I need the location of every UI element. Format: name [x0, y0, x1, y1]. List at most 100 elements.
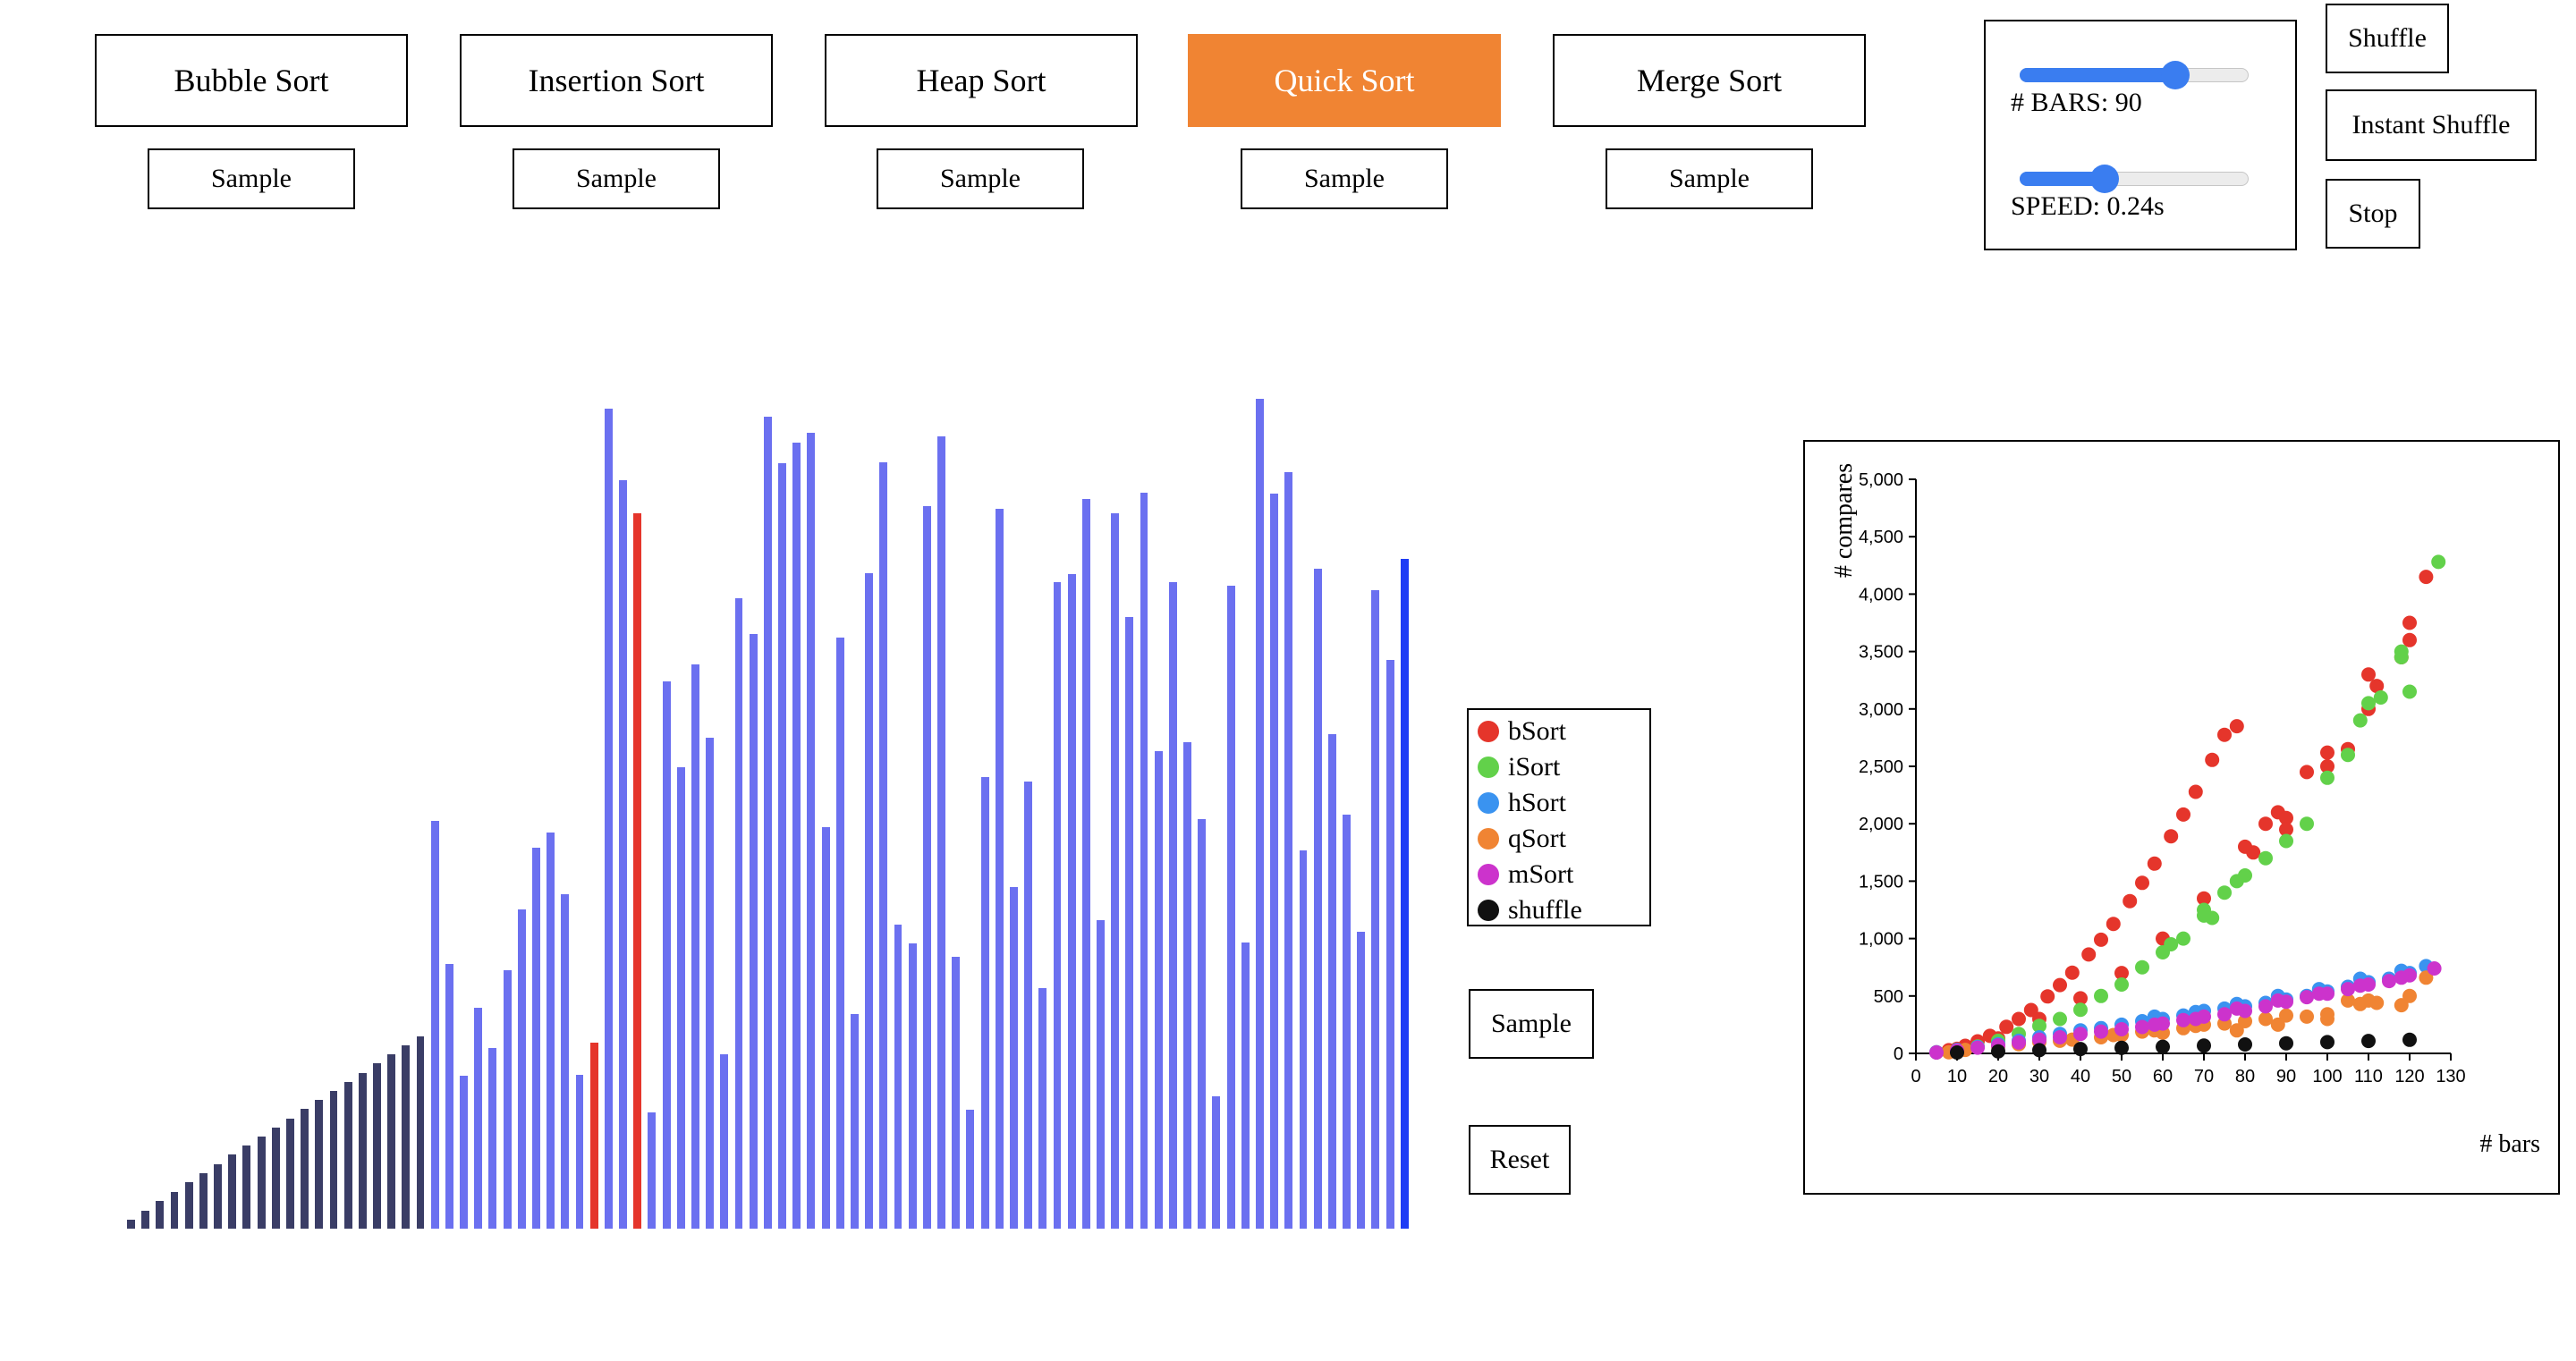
bar [1038, 987, 1047, 1229]
sample-button-all[interactable]: Sample [1469, 989, 1594, 1059]
x-axis-title: # bars [2479, 1130, 2540, 1158]
bar [156, 1201, 165, 1229]
bar [416, 1036, 425, 1229]
legend: bSort iSort hSort qSort mSort shuffle [1467, 708, 1651, 926]
sample-button-heap[interactable]: Sample [877, 148, 1084, 209]
bar [1226, 585, 1235, 1229]
point-qsort [2402, 988, 2417, 1003]
x-tick-label: 10 [1947, 1067, 1967, 1086]
bar [749, 633, 758, 1229]
bar [1154, 751, 1163, 1229]
point-bsort [2012, 1011, 2026, 1027]
bar [691, 664, 699, 1229]
y-tick-label: 500 [1874, 987, 1903, 1007]
point-isort [2114, 977, 2129, 992]
bar [402, 1044, 411, 1229]
x-tick-label: 50 [2112, 1067, 2131, 1086]
point-shuffle [2279, 1036, 2293, 1051]
legend-dot [1478, 792, 1499, 814]
point-bsort [2229, 719, 2244, 734]
point-qsort [2258, 1011, 2273, 1027]
point-isort [2361, 696, 2376, 711]
bars-label: # BARS: 90 [2011, 88, 2142, 117]
bar [1270, 493, 1279, 1229]
bars-slider-thumb[interactable] [2161, 61, 2190, 89]
speed-slider-thumb[interactable] [2089, 165, 2119, 193]
point-msort [2053, 1030, 2067, 1044]
point-bsort [2114, 966, 2129, 981]
bar [763, 416, 772, 1229]
sample-button-merge[interactable]: Sample [1606, 148, 1813, 209]
point-msort [2094, 1024, 2108, 1039]
algo-button-quick[interactable]: Quick Sort [1188, 34, 1501, 127]
bar [865, 572, 874, 1229]
bar [734, 597, 743, 1229]
bar [430, 821, 439, 1229]
bars-slider[interactable] [2020, 61, 2249, 89]
point-bsort [2279, 810, 2293, 825]
algo-button-merge[interactable]: Merge Sort [1553, 34, 1866, 127]
stop-button[interactable]: Stop [2326, 179, 2420, 249]
bar [1299, 850, 1308, 1229]
legend-label: mSort [1508, 859, 1574, 889]
point-msort [2217, 1007, 2232, 1022]
bar [199, 1172, 208, 1229]
sample-button-quick[interactable]: Sample [1241, 148, 1448, 209]
y-tick-label: 1,500 [1859, 872, 1903, 892]
algo-button-bubble[interactable]: Bubble Sort [95, 34, 408, 127]
point-msort [2270, 993, 2285, 1008]
point-qsort [2270, 1017, 2285, 1032]
bar [966, 1110, 975, 1229]
legend-item-bsort: bSort [1478, 714, 1649, 749]
bar [1111, 513, 1120, 1229]
point-isort [2279, 833, 2293, 849]
point-isort [2394, 644, 2409, 659]
point-bsort [2217, 727, 2232, 742]
legend-item-isort: iSort [1478, 749, 1649, 785]
reset-button[interactable]: Reset [1469, 1125, 1571, 1195]
sample-button-insertion[interactable]: Sample [513, 148, 720, 209]
point-msort [2188, 1011, 2203, 1027]
point-msort [2229, 1001, 2244, 1016]
sample-button-bubble[interactable]: Sample [148, 148, 355, 209]
bar [1343, 814, 1351, 1229]
shuffle-button[interactable]: Shuffle [2326, 4, 2449, 73]
instant-shuffle-button[interactable]: Instant Shuffle [2326, 89, 2537, 161]
point-bsort [2176, 807, 2190, 822]
x-tick-label: 20 [1988, 1067, 2008, 1086]
bar [358, 1072, 367, 1229]
bar [343, 1081, 352, 1229]
algo-button-insertion[interactable]: Insertion Sort [460, 34, 773, 127]
bars-visualization [127, 393, 1415, 1229]
point-isort [2258, 850, 2273, 866]
x-tick-label: 60 [2153, 1067, 2173, 1086]
algo-button-heap[interactable]: Heap Sort [825, 34, 1138, 127]
bar [1097, 919, 1105, 1229]
bar [1313, 569, 1322, 1229]
y-tick-label: 5,000 [1859, 470, 1903, 490]
x-tick-label: 120 [2394, 1067, 2424, 1086]
bar [1024, 781, 1033, 1229]
point-bsort [2064, 965, 2080, 980]
speed-slider[interactable] [2020, 165, 2249, 193]
bar [503, 970, 512, 1229]
point-msort [2341, 982, 2355, 997]
bar [1081, 499, 1090, 1229]
point-bsort [2073, 991, 2088, 1006]
bar [1168, 582, 1177, 1229]
bar [127, 1219, 135, 1229]
point-bsort [2197, 891, 2211, 906]
bar [1284, 471, 1293, 1229]
point-msort [1970, 1040, 1985, 1055]
point-bsort [2320, 745, 2334, 760]
point-shuffle [2156, 1039, 2170, 1054]
point-qsort [2279, 1008, 2293, 1023]
point-msort [2073, 1027, 2088, 1042]
bar [1371, 590, 1380, 1229]
bar [315, 1100, 324, 1229]
bar [589, 1043, 598, 1229]
bar [937, 435, 945, 1229]
point-isort [2373, 690, 2388, 705]
bar [922, 505, 931, 1229]
point-bsort [2164, 829, 2179, 844]
